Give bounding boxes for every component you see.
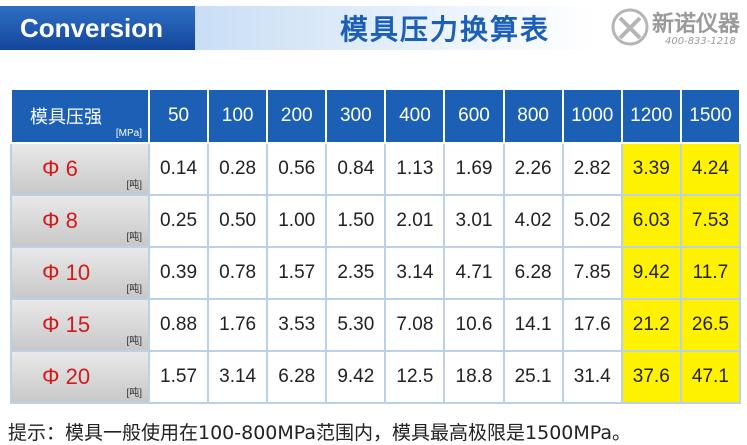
column-header: 1000 (561, 88, 623, 144)
cell: 10.6 (443, 298, 505, 352)
row-header: Φ 6 [吨] (10, 142, 150, 196)
header-row: 模具压强 [MPa] 50 100 200 300 400 600 800 1000 1200 150… (10, 88, 742, 144)
cell: 0.78 (207, 246, 269, 300)
data-row: Φ 10 [吨] 0.39 0.78 1.57 2.35 3.14 4.71 6.28 7.85 9… (10, 246, 742, 300)
row-header: Φ 15 [吨] (10, 298, 150, 352)
column-header: 100 (207, 88, 269, 144)
cell: 5.30 (325, 298, 387, 352)
row-label: Φ 10 (42, 260, 91, 285)
cell: 1.13 (384, 142, 446, 196)
cell: 1.57 (266, 246, 328, 300)
cell: 4.24 (679, 142, 742, 196)
data-row: Φ 20 [吨] 1.57 3.14 6.28 9.42 12.5 18.8 25.1 31.4 3… (10, 350, 742, 404)
cell: 0.25 (147, 194, 210, 248)
cell: 9.42 (325, 350, 387, 404)
corner-cell: 模具压强 [MPa] (10, 88, 150, 144)
row-header: Φ 8 [吨] (10, 194, 150, 248)
column-header: 600 (443, 88, 505, 144)
cell: 11.7 (679, 246, 742, 300)
logo-name: 新诺仪器 (652, 12, 741, 37)
column-header: 300 (325, 88, 387, 144)
cell: 2.01 (384, 194, 446, 248)
corner-unit: [MPa] (115, 128, 142, 139)
cell: 0.88 (147, 298, 210, 352)
row-unit: [吨] (126, 388, 142, 399)
cell: 1.69 (443, 142, 505, 196)
cell: 31.4 (561, 350, 623, 404)
cell: 18.8 (443, 350, 505, 404)
cell: 1.50 (325, 194, 387, 248)
cell: 2.35 (325, 246, 387, 300)
column-header: 1200 (620, 88, 682, 144)
cell: 6.03 (620, 194, 682, 248)
cell: 14.1 (502, 298, 564, 352)
cell: 0.84 (325, 142, 387, 196)
cell: 7.53 (679, 194, 742, 248)
header-title: 模具压力换算表 (340, 13, 551, 46)
cell: 21.2 (620, 298, 682, 352)
column-header: 50 (147, 88, 210, 144)
cell: 3.14 (207, 350, 269, 404)
row-label: Φ 6 (42, 156, 78, 181)
cell: 0.50 (207, 194, 269, 248)
cell: 7.85 (561, 246, 623, 300)
row-header: Φ 20 [吨] (10, 350, 150, 404)
cell: 3.53 (266, 298, 328, 352)
cell: 9.42 (620, 246, 682, 300)
cell: 1.76 (207, 298, 269, 352)
cell: 0.56 (266, 142, 328, 196)
column-header: 1500 (679, 88, 742, 144)
row-header: Φ 10 [吨] (10, 246, 150, 300)
conversion-table: 模具压强 [MPa] 50 100 200 300 400 600 800 1000 1200 150… (10, 88, 742, 404)
cell: 25.1 (502, 350, 564, 404)
row-unit: [吨] (126, 180, 142, 191)
data-row: Φ 8 [吨] 0.25 0.50 1.00 1.50 2.01 3.01 4.02 5.02 6.… (10, 194, 742, 248)
cell: 3.14 (384, 246, 446, 300)
column-header: 400 (384, 88, 446, 144)
logo-icon (611, 8, 649, 46)
cell: 2.82 (561, 142, 623, 196)
cell: 17.6 (561, 298, 623, 352)
data-row: Φ 15 [吨] 0.88 1.76 3.53 5.30 7.08 10.6 14.1 17.6 2… (10, 298, 742, 352)
column-header: 200 (266, 88, 328, 144)
cell: 5.02 (561, 194, 623, 248)
row-label: Φ 8 (42, 208, 78, 233)
column-header: 800 (502, 88, 564, 144)
cell: 1.57 (147, 350, 210, 404)
cell: 6.28 (266, 350, 328, 404)
row-label: Φ 15 (42, 312, 91, 337)
cell: 12.5 (384, 350, 446, 404)
header-strip (195, 6, 595, 50)
row-unit: [吨] (126, 336, 142, 347)
logo-phone: 400-833-1218 (665, 36, 736, 47)
row-label: Φ 20 (42, 364, 91, 389)
cell: 26.5 (679, 298, 742, 352)
row-unit: [吨] (126, 284, 142, 295)
footer-note: 提示：模具一般使用在100-800MPa范围内，模具最高极限是1500MPa。 (8, 422, 632, 444)
cell: 1.00 (266, 194, 328, 248)
cell: 3.39 (620, 142, 682, 196)
cell: 3.01 (443, 194, 505, 248)
cell: 0.14 (147, 142, 210, 196)
cell: 0.39 (147, 246, 210, 300)
cell: 0.28 (207, 142, 269, 196)
corner-label: 模具压强 (30, 107, 102, 127)
cell: 6.28 (502, 246, 564, 300)
row-unit: [吨] (126, 232, 142, 243)
cell: 37.6 (620, 350, 682, 404)
header-bar: Conversion 模具压力换算表 新诺仪器 400-833-1218 (0, 0, 747, 54)
cell: 4.71 (443, 246, 505, 300)
cell: 7.08 (384, 298, 446, 352)
cell: 4.02 (502, 194, 564, 248)
header-tag: Conversion (0, 6, 195, 50)
cell: 47.1 (679, 350, 742, 404)
data-row: Φ 6 [吨] 0.14 0.28 0.56 0.84 1.13 1.69 2.26 2.82 3.… (10, 142, 742, 196)
cell: 2.26 (502, 142, 564, 196)
